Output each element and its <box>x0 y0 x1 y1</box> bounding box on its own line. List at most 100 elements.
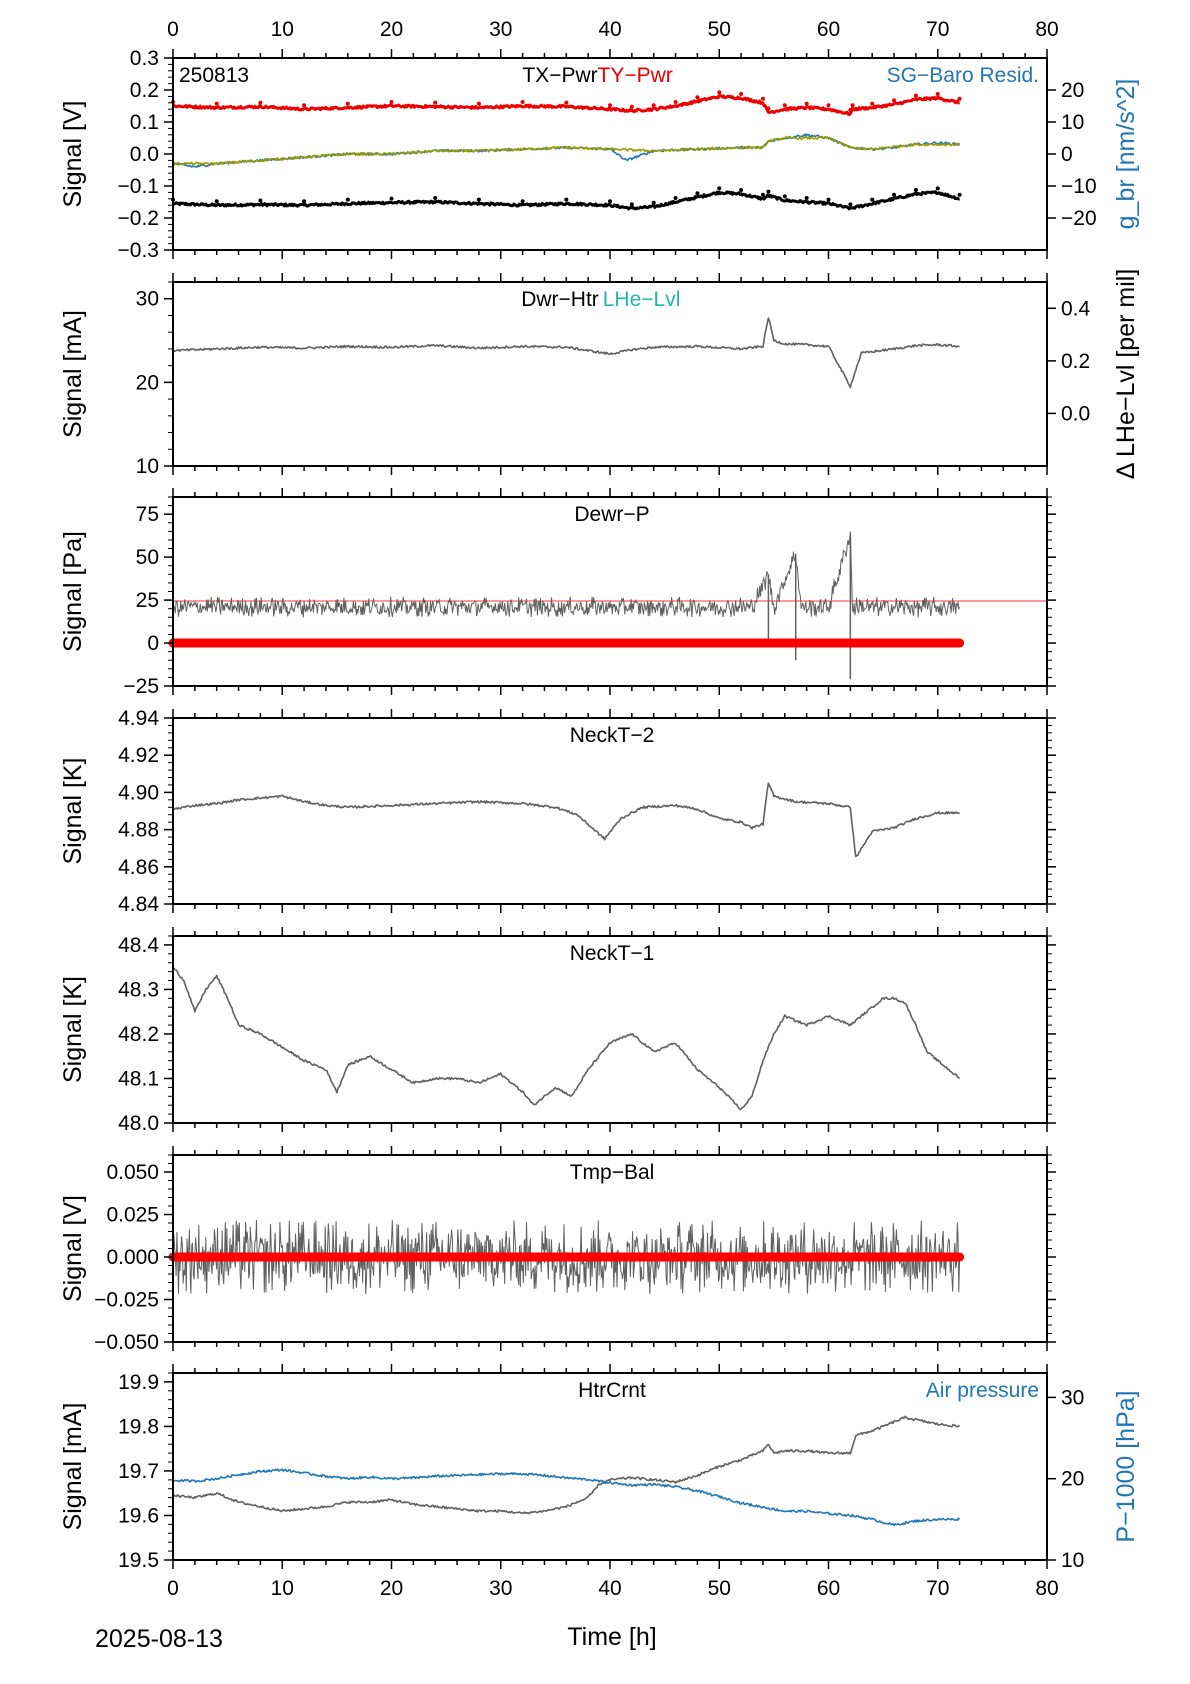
series-tmp-bal <box>172 1219 961 1294</box>
y-tick-label: −0.2 <box>118 207 159 230</box>
panel-4: 4.84 4.86 4.88 4.90 4.92 4.94 Signal [K] NeckT−… <box>59 707 1056 916</box>
y-axis-label: Signal [V] <box>59 100 87 207</box>
x-tick-label-top: 70 <box>926 18 949 41</box>
data-point <box>913 188 918 192</box>
data-point <box>782 103 787 108</box>
data-point <box>345 197 350 202</box>
series-line <box>172 190 960 211</box>
panel-6: −0.050 −0.025 0.000 0.025 0.050 Signal [V] Tmp… <box>59 1146 1056 1354</box>
series-line <box>172 136 961 166</box>
x-tick-label-bottom: 20 <box>380 1577 403 1600</box>
data-point <box>739 188 744 192</box>
data-point <box>892 192 897 197</box>
data-point <box>629 104 634 109</box>
data-point <box>433 100 438 105</box>
panel-title: HtrCrnt <box>578 1379 646 1402</box>
x-tick-label-bottom: 0 <box>167 1577 179 1600</box>
y-tick-label: 0.0 <box>130 143 159 166</box>
data-point <box>345 101 350 106</box>
x-axis-label: Time [h] <box>567 1623 656 1651</box>
data-point <box>389 100 394 104</box>
y-tick-label: 48.1 <box>118 1067 159 1090</box>
data-point <box>214 199 219 204</box>
series-air-pressure <box>172 1468 961 1527</box>
data-point <box>826 197 831 202</box>
x-tick-label-bottom: 60 <box>817 1577 840 1600</box>
y-tick-label: 0 <box>147 632 159 655</box>
y-tick-label: 48.4 <box>118 934 159 957</box>
y-tick-label: 4.86 <box>118 856 159 879</box>
y-tick-label: 30 <box>136 288 159 311</box>
y-tick-label: 19.8 <box>118 1415 159 1438</box>
data-point <box>433 196 438 200</box>
y-tick-label: 75 <box>136 503 159 526</box>
data-point <box>826 103 831 108</box>
panel-title: Dwr−Htr <box>521 288 599 311</box>
y-tick-label: 4.84 <box>118 893 159 916</box>
y-tick-label: −25 <box>123 675 159 698</box>
data-point <box>760 192 765 197</box>
data-point <box>717 186 722 191</box>
data-point <box>258 100 263 105</box>
y-tick-label: 0.050 <box>106 1161 159 1184</box>
y-tick-label: 19.5 <box>118 1549 159 1572</box>
data-point <box>804 101 809 106</box>
y-axis-label: Signal [V] <box>59 1195 87 1302</box>
data-point <box>520 100 525 104</box>
panel-title-2: LHe−Lvl <box>603 288 681 311</box>
y2-tick-label: −20 <box>1061 207 1097 230</box>
y-tick-label: −0.050 <box>94 1331 159 1354</box>
panel-title: TX−Pwr <box>522 64 597 87</box>
data-point <box>804 196 809 200</box>
y2-axis-label: g_br [nm/s^2] <box>1112 79 1140 230</box>
series-ty-pwr <box>171 90 962 117</box>
data-point <box>651 200 656 205</box>
data-point <box>850 103 855 108</box>
y-tick-label: 4.88 <box>118 819 159 842</box>
data-point <box>760 96 765 101</box>
data-point <box>935 186 940 191</box>
y-tick-label: 25 <box>136 589 159 612</box>
data-point <box>848 108 853 112</box>
data-point <box>957 192 962 197</box>
panel-3: −25 0 25 50 75 Signal [Pa] Dewr−P <box>59 488 1056 698</box>
y-tick-label: 0.3 <box>130 47 159 70</box>
data-point <box>673 100 678 104</box>
x-tick-label-bottom: 10 <box>271 1577 294 1600</box>
data-point <box>476 197 481 202</box>
x-tick-label-top: 60 <box>817 18 840 41</box>
panel-title: NeckT−2 <box>570 724 655 747</box>
y2-tick-label: 10 <box>1061 111 1084 134</box>
x-tick-label-bottom: 40 <box>598 1577 621 1600</box>
y-tick-label: 48.2 <box>118 1023 159 1046</box>
series-line <box>172 94 960 117</box>
x-tick-label-top: 0 <box>167 18 179 41</box>
series-tx-pwr <box>171 186 962 211</box>
series-line <box>172 317 960 389</box>
series-neckt-1 <box>172 966 961 1111</box>
y-tick-label: 0.2 <box>130 79 159 102</box>
data-point <box>782 194 787 199</box>
date-label: 2025-08-13 <box>95 1625 223 1653</box>
y-tick-label: 0.025 <box>106 1204 159 1227</box>
panel-1: −0.3 −0.2 −0.1 0.0 0.1 0.2 0.3 −20 −10 0 10 20 Signa… <box>59 47 1140 262</box>
panel-title-2: TY−Pwr <box>598 64 673 87</box>
panel-right-title: SG−Baro Resid. <box>887 64 1039 87</box>
y2-tick-label: 0.4 <box>1061 297 1091 320</box>
data-point <box>520 199 525 204</box>
data-point <box>302 199 307 204</box>
y-tick-label: −0.1 <box>118 175 159 198</box>
data-point <box>717 90 722 95</box>
y2-axis-label: P−1000 [hPa] <box>1112 1390 1140 1542</box>
series-line <box>172 1468 961 1527</box>
panel-5: 48.0 48.1 48.2 48.3 48.4 Signal [K] NeckT−1 <box>59 927 1056 1135</box>
y-tick-label: 20 <box>136 371 159 394</box>
series-line <box>172 1219 961 1294</box>
y-axis-label: Signal [K] <box>59 757 87 864</box>
data-point <box>935 92 940 96</box>
x-tick-label-bottom: 80 <box>1035 1577 1058 1600</box>
x-tick-label-top: 40 <box>598 18 621 41</box>
data-point <box>389 196 394 201</box>
data-point <box>870 197 875 202</box>
